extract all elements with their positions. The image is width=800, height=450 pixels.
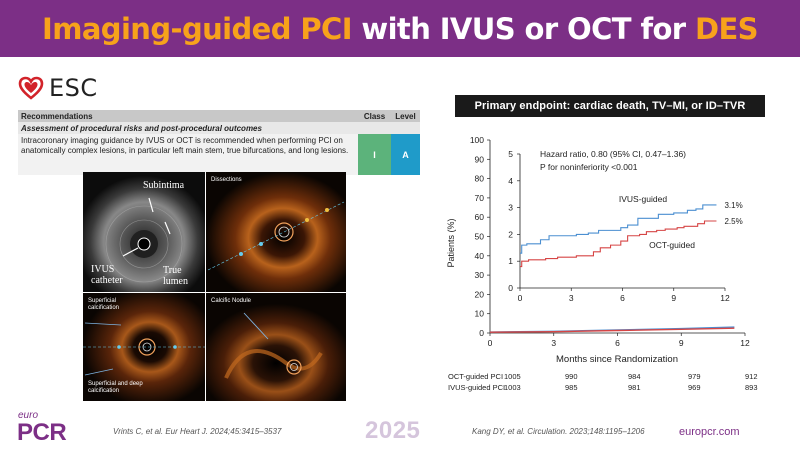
label-ivus-catheter: IVUS catheter	[91, 264, 123, 286]
x-tick-label: 3	[551, 338, 556, 348]
y-tick-label: 10	[475, 309, 485, 319]
y-tick-label: 0	[479, 328, 484, 338]
inset-y-tick-label: 3	[508, 203, 513, 213]
risk-value: 985	[565, 383, 578, 392]
inset-y-tick-label: 1	[508, 256, 513, 266]
y-tick-label: 30	[475, 270, 485, 280]
inset-x-tick-label: 3	[569, 293, 574, 303]
risk-label-ivus: IVUS-guided PCI	[448, 383, 506, 392]
risk-value: 979	[688, 372, 701, 381]
risk-value: 893	[745, 383, 758, 392]
ivus-rings-graphic	[83, 172, 205, 292]
y-tick-label: 60	[475, 212, 485, 222]
title-middle: with IVUS or OCT for	[351, 11, 695, 46]
inset-x-tick-label: 9	[671, 293, 676, 303]
section-heading: Assessment of procedural risks and post-…	[18, 122, 420, 134]
y-tick-label: 20	[475, 289, 485, 299]
y-tick-label: 100	[470, 135, 484, 145]
label-dissections: Dissections	[211, 177, 242, 183]
header-level: Level	[391, 110, 420, 122]
risk-value: 981	[628, 383, 641, 392]
title-highlight-1: Imaging-guided PCI	[42, 11, 352, 46]
y-tick-label: 40	[475, 251, 485, 261]
x-tick-label: 6	[615, 338, 620, 348]
chart-title: Primary endpoint: cardiac death, TV–MI, …	[455, 95, 765, 117]
oct-dissections-graphic	[206, 172, 346, 292]
europcr-logo-pcr: PCR	[17, 419, 67, 446]
label-superficial-deep-calcification: Superficial and deep calcification	[88, 381, 143, 395]
page-title: Imaging-guided PCI with IVUS or OCT for …	[42, 11, 759, 46]
series-end-label: 2.5%	[724, 217, 742, 226]
recommendation-table: Recommendations Class Level Assessment o…	[18, 110, 420, 175]
europcr-logo-euro: euro	[18, 410, 39, 421]
risk-value: 990	[565, 372, 578, 381]
title-banner: Imaging-guided PCI with IVUS or OCT for …	[0, 0, 800, 57]
header-class: Class	[358, 110, 391, 122]
table-section-row: Assessment of procedural risks and post-…	[18, 122, 420, 134]
series-name-label: IVUS-guided	[619, 194, 667, 204]
series-end-label: 3.1%	[724, 201, 742, 210]
y-tick-label: 80	[475, 174, 485, 184]
esc-logo-text: ESC	[49, 74, 98, 102]
title-highlight-2: DES	[694, 11, 759, 46]
recommendation-text: Intracoronary imaging guidance by IVUS o…	[18, 134, 358, 175]
inset-x-tick-label: 12	[720, 293, 730, 303]
risk-value: 1005	[504, 372, 521, 381]
reference-right: Kang DY, et al. Circulation. 2023;148:11…	[472, 427, 645, 436]
y-tick-label: 50	[475, 232, 485, 242]
p-value-annotation: P for noninferiority <0.001	[540, 162, 638, 172]
inset-y-tick-label: 5	[508, 149, 513, 159]
oct-calcification-image: Superficial calcification Superficial an…	[83, 293, 205, 401]
risk-row-ivus: IVUS-guided PCI 1003 985 981 969 893	[448, 383, 778, 394]
y-tick-label: 70	[475, 193, 485, 203]
risk-row-oct: OCT-guided PCI 1005 990 984 979 912	[448, 372, 778, 383]
inset-y-tick-label: 0	[508, 283, 513, 293]
level-badge: A	[391, 134, 420, 175]
reference-left: Vrints C, et al. Eur Heart J. 2024;45:34…	[113, 427, 282, 436]
class-badge: I	[358, 134, 391, 175]
series-line-oct-guided	[489, 327, 735, 333]
label-superficial-calcification: Superficial calcification	[88, 298, 120, 312]
esc-heart-icon	[18, 76, 44, 100]
number-at-risk-table: OCT-guided PCI 1005 990 984 979 912 IVUS…	[448, 372, 778, 394]
x-tick-label: 0	[488, 338, 493, 348]
risk-value: 969	[688, 383, 701, 392]
inset-series-line-ivus-guided	[520, 204, 717, 254]
risk-value: 1003	[504, 383, 521, 392]
risk-value: 984	[628, 372, 641, 381]
table-header-row: Recommendations Class Level	[18, 110, 420, 122]
oct-calcific-nodule-image: Calcific Nodule	[206, 293, 346, 401]
y-axis-label: Patients (%)	[446, 218, 456, 267]
oct-dissections-image: Dissections	[206, 172, 346, 292]
inset-x-tick-label: 6	[620, 293, 625, 303]
series-name-label: OCT-guided	[649, 240, 695, 250]
label-calcific-nodule: Calcific Nodule	[211, 298, 252, 304]
event-year: 2025	[365, 417, 421, 444]
x-tick-label: 9	[679, 338, 684, 348]
website-link[interactable]: europcr.com	[679, 426, 740, 438]
inset-y-tick-label: 4	[508, 176, 513, 186]
hazard-ratio-annotation: Hazard ratio, 0.80 (95% CI, 0.47–1.36)	[540, 149, 686, 159]
risk-value: 912	[745, 372, 758, 381]
label-subintima: Subintima	[143, 180, 185, 191]
esc-logo: ESC	[18, 74, 98, 102]
label-true-lumen: True lumen	[163, 265, 188, 287]
x-axis-label: Months since Randomization	[556, 354, 678, 365]
oct-calcification-graphic	[83, 293, 205, 401]
y-tick-label: 90	[475, 154, 485, 164]
oct-calcific-nodule-graphic	[206, 293, 346, 401]
x-tick-label: 12	[740, 338, 750, 348]
risk-label-oct: OCT-guided PCI	[448, 372, 504, 381]
inset-x-tick-label: 0	[518, 293, 523, 303]
table-row: Intracoronary imaging guidance by IVUS o…	[18, 134, 420, 175]
inset-y-tick-label: 2	[508, 229, 513, 239]
ivus-image: Subintima True lumen IVUS catheter	[83, 172, 205, 292]
header-recommendations: Recommendations	[18, 110, 358, 122]
inset-series-line-oct-guided	[520, 220, 717, 268]
